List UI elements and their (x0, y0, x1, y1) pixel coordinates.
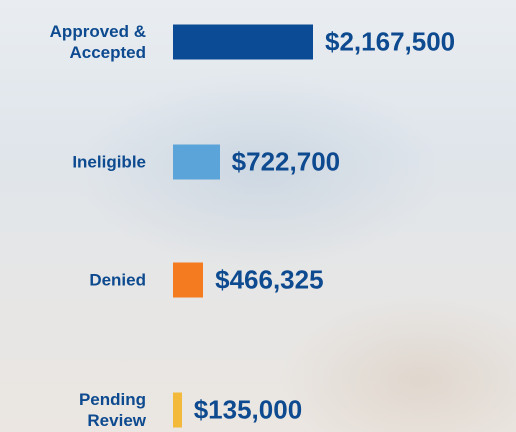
value-label: $2,167,500 (325, 26, 456, 57)
value-label: $466,325 (215, 264, 324, 295)
category-label: Denied (89, 270, 146, 290)
bar (173, 262, 204, 298)
bar (173, 24, 313, 60)
bar (173, 392, 182, 428)
value-label: $135,000 (193, 394, 303, 425)
category-label: Pending Review (78, 390, 146, 430)
category-label: Ineligible (72, 152, 146, 172)
bar (173, 144, 220, 180)
category-label: Approved & Accepted (49, 22, 146, 62)
value-label: $722,700 (231, 146, 341, 177)
